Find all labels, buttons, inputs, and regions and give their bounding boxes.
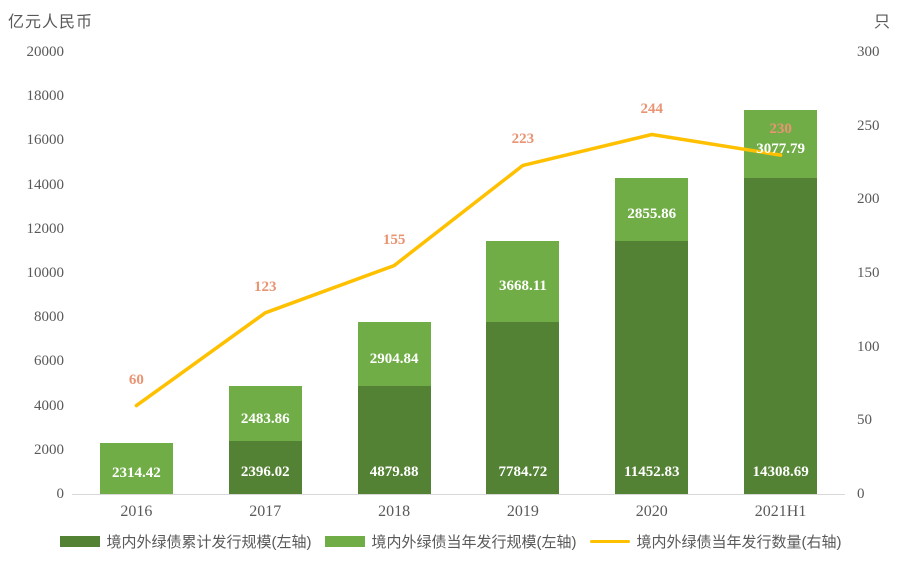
category-label: 2021H1	[754, 503, 807, 520]
line-value-label: 244	[640, 100, 664, 117]
right-axis-tick: 250	[857, 117, 880, 134]
line-value-label: 223	[511, 131, 535, 148]
bar-segment-cumulative	[615, 240, 689, 494]
bar-segment-cumulative	[744, 177, 818, 494]
legend-item: 境内外绿债当年发行数量(右轴)	[589, 531, 842, 552]
right-axis-title: 只	[873, 14, 891, 31]
bar-value-label: 4879.88	[369, 464, 419, 480]
bar-value-label: 2396.02	[240, 464, 290, 480]
right-axis-tick: 200	[857, 191, 880, 208]
category-label: 2020	[635, 503, 668, 520]
category-label: 2018	[378, 503, 411, 520]
bar-value-label: 11452.83	[624, 464, 680, 480]
category-label: 2019	[506, 503, 539, 520]
left-axis-title: 亿元人民币	[8, 14, 94, 31]
category-label: 2017	[249, 503, 282, 520]
x-axis-line	[72, 494, 845, 495]
bar-value-label: 7784.72	[498, 464, 548, 480]
bar-value-label: 2855.86	[627, 206, 677, 223]
legend-color-swatch	[59, 536, 100, 547]
line-value-label: 155	[382, 231, 406, 248]
right-axis-tick: 100	[857, 338, 880, 355]
line-value-label: 60	[128, 371, 144, 388]
legend-color-swatch	[324, 536, 365, 547]
right-axis-tick: 150	[857, 265, 880, 281]
left-axis-tick: 20000	[26, 44, 65, 60]
legend-label: 境内外绿债累计发行规模(左轴)	[106, 534, 312, 551]
legend-item: 境内外绿债当年发行规模(左轴)	[324, 531, 577, 552]
bar-value-label: 2904.84	[369, 351, 419, 368]
line-value-label: 123	[254, 278, 277, 295]
left-axis-tick: 4000	[34, 397, 64, 414]
left-axis-tick: 10000	[26, 265, 65, 281]
legend: 境内外绿债累计发行规模(左轴) 境内外绿债当年发行规模(左轴) 境内外绿债当年发行数…	[0, 531, 901, 552]
bar-value-label: 2314.42	[112, 465, 161, 482]
left-axis-tick: 0	[56, 486, 65, 502]
legend-line-swatch	[589, 539, 630, 544]
right-axis-tick: 0	[857, 486, 865, 502]
left-axis-tick: 12000	[26, 220, 65, 237]
legend-label: 境内外绿债当年发行数量(右轴)	[636, 534, 842, 551]
bar-segment-annual	[99, 442, 173, 494]
left-axis-tick: 14000	[26, 176, 65, 193]
category-label: 2016	[120, 503, 153, 520]
left-axis-tick: 2000	[34, 441, 64, 458]
left-axis-tick: 18000	[26, 88, 65, 105]
left-axis-tick: 16000	[26, 132, 65, 149]
bar-segment-cumulative	[228, 441, 302, 494]
left-axis-tick: 8000	[34, 309, 64, 326]
bar-value-label: 2483.86	[240, 410, 290, 427]
bar-value-label: 3668.11	[498, 278, 547, 295]
bar-value-label: 3077.79	[756, 140, 805, 157]
legend-item: 境内外绿债累计发行规模(左轴)	[59, 531, 312, 552]
legend-label: 境内外绿债当年发行规模(左轴)	[371, 534, 577, 551]
right-axis-tick: 300	[857, 44, 880, 60]
line-value-label: 230	[769, 121, 792, 138]
bar-value-label: 14308.69	[752, 464, 809, 480]
right-axis-tick: 50	[857, 412, 872, 429]
left-axis-tick: 6000	[34, 353, 64, 370]
